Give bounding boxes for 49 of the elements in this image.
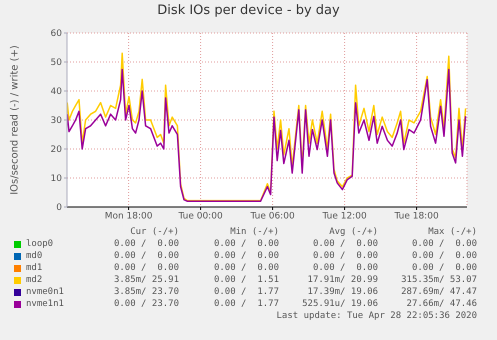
text: Min (-/+) [229,226,279,238]
x-tick-label: Tue 00:00 [178,211,223,222]
y-tick-label: 0 [56,203,62,214]
text: Avg (-/+) [328,226,378,238]
text: 0.00 / 0.00 [212,238,279,250]
text: 17.39m/ 19.06 [306,286,378,298]
x-tick-label: Tue 18:00 [394,211,439,222]
legend-label: nvme0n1 [26,286,65,298]
text: 0.00 / 0.00 [410,238,477,250]
text: 0.00 / 0.00 [112,250,179,262]
x-tick-label: Mon 18:00 [104,211,153,222]
text: 3.85m/ 25.91 [112,274,179,286]
x-tick-label: Tue 12:00 [322,211,367,222]
text: 315.35m/ 53.07 [400,274,477,286]
text: 0.00 / 23.70 [112,298,179,310]
text: 287.69m/ 47.47 [400,286,477,298]
text: 0.00 / 0.00 [212,262,279,274]
text: 0.00 / 0.00 [410,262,477,274]
text: Max (-/+) [427,226,477,238]
text: 0.00 / 0.00 [112,262,179,274]
text: 0.00 / 0.00 [410,250,477,262]
text: 17.91m/ 20.99 [306,274,378,286]
text: 3.85m/ 23.70 [112,286,179,298]
text: 0.00 / 1.77 [212,298,279,310]
chart-title: Disk IOs per device - by day [156,3,341,18]
text: 0.00 / 0.00 [312,238,378,250]
y-tick-label: 40 [50,87,62,98]
y-axis-title: IOs/second read (-) / write (+) [10,45,21,195]
text: Last update: Tue Apr 28 22:05:36 2020 [276,310,477,322]
text: 0.00 / 0.00 [312,262,378,274]
text: 27.66m/ 47.46 [406,298,477,310]
legend-label: md0 [26,250,44,262]
text: 525.91u/ 19.06 [301,298,378,310]
legend-label: md1 [26,262,44,274]
text: 0.00 / 1.51 [212,274,279,286]
text: 0.00 / 1.77 [212,286,279,298]
text: 0.00 / 0.00 [112,238,179,250]
x-tick-label: Tue 06:00 [250,211,295,222]
text: 0.00 / 0.00 [312,250,378,262]
legend-label: md2 [26,274,44,286]
legend-label: nvme1n1 [26,298,65,310]
legend-label: loop0 [26,238,54,250]
y-tick-label: 10 [50,174,62,184]
text: Cur (-/+) [129,226,179,238]
y-tick-label: 20 [50,145,62,156]
y-tick-label: 50 [50,58,62,68]
y-tick-label: 30 [50,116,62,126]
y-tick-label: 60 [50,29,62,40]
text: 0.00 / 0.00 [212,250,279,262]
